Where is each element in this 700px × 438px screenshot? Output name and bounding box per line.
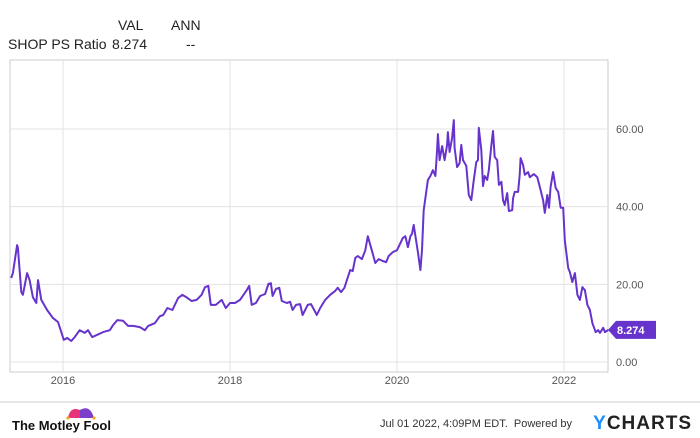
ycharts-text: CHARTS [606,413,692,434]
x-tick-label: 2020 [385,375,409,387]
series-name: SHOP PS Ratio [8,36,107,52]
x-tick-label: 2022 [552,375,576,387]
timestamp-text: Jul 01 2022, 4:09PM EDT. [379,418,508,430]
jester-hat-icon [66,408,96,420]
brand-text: The Motley Fool [12,418,111,433]
series-ann: -- [186,36,196,52]
powered-by-text: Powered by [513,418,572,430]
x-tick-label: 2018 [218,375,242,387]
ycharts-logo: YCHARTS [593,413,692,435]
last-value-label: 8.274 [617,325,645,337]
last-value-marker [608,320,656,339]
series-val: 8.274 [112,36,148,52]
header-col-val: VAL [118,17,144,33]
y-tick-label: 0.00 [616,357,637,369]
y-tick-label: 40.00 [616,202,644,214]
y-tick-label: 60.00 [616,124,644,136]
motley-fool-logo: The Motley Fool [12,418,111,433]
footer-timestamp: Jul 01 2022, 4:09PM EDT. Powered by [380,418,572,430]
series-line-shop-ps-ratio [10,119,609,342]
plot-frame [9,59,609,373]
y-tick-label: 20.00 [616,279,644,291]
x-tick-label: 2016 [51,375,75,387]
header-col-ann: ANN [171,17,201,33]
ycharts-y: Y [593,413,607,434]
